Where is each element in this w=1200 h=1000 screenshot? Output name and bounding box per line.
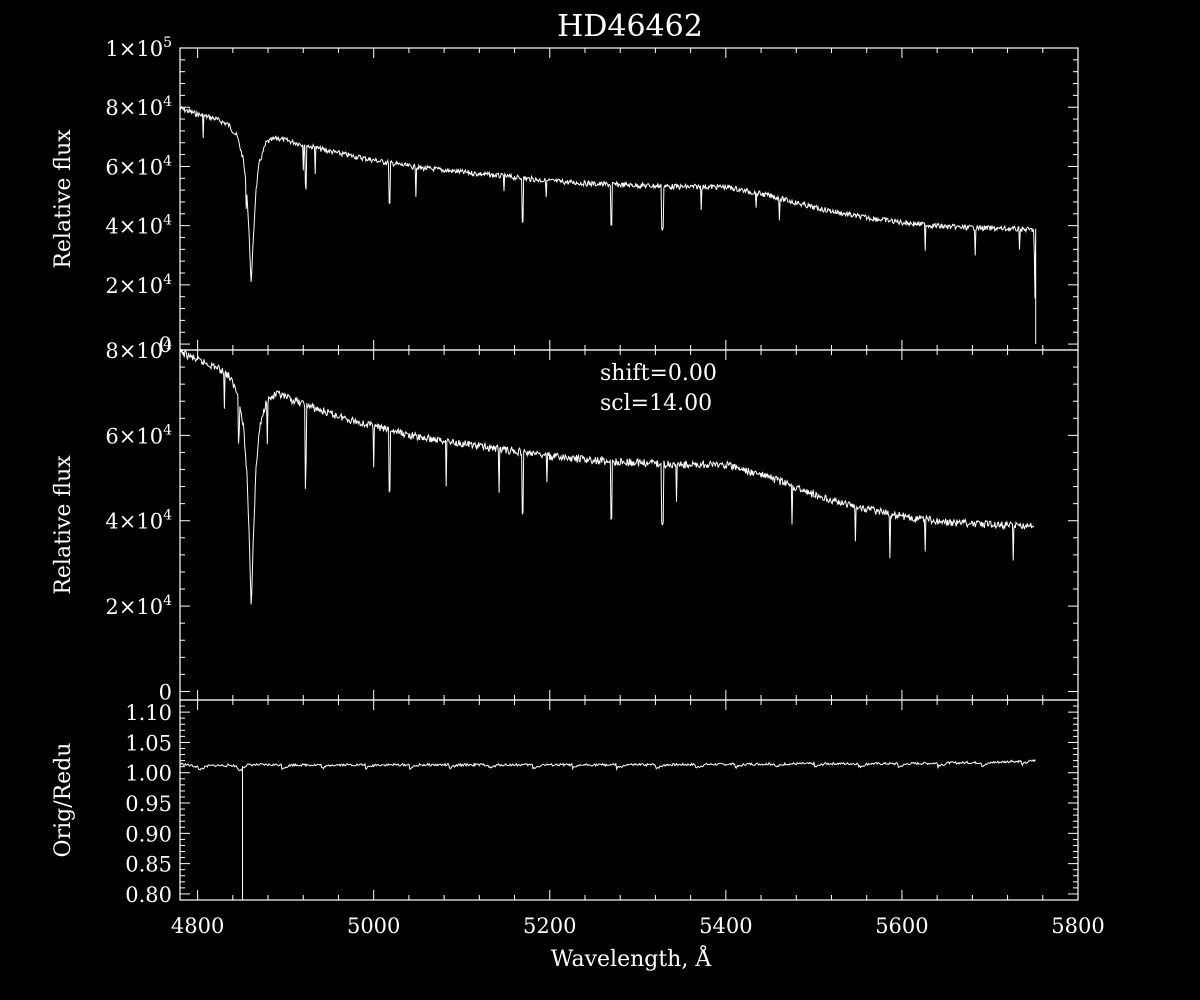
x-tick-label: 5800 [1051,914,1104,938]
y-tick-exponent: 4 [163,213,172,229]
x-tick-label: 5600 [875,914,928,938]
y-tick-label: 0.90 [125,822,172,846]
y-tick-label: 2×104 [105,593,172,619]
x-axis-label: Wavelength, Å [551,944,713,972]
y-tick-label: 0 [159,680,172,704]
annotation-text: scl=14.00 [600,391,712,416]
y-tick-exponent: 4 [163,337,172,353]
chart-title: HD46462 [557,9,703,44]
y-tick-label: 0.85 [125,853,172,877]
panel-bottom: 0.80 0.85 0.90 0.95 1.00 1.05 1.10 4800 5000 5200… [51,699,1105,972]
spectrum-series [179,105,1037,345]
y-tick-exponent: 4 [163,422,172,438]
y-tick-label: 6×104 [105,422,172,448]
y-tick-label: 1.05 [125,731,172,755]
y-tick-label: 1×105 [105,35,172,61]
y-tick-exponent: 4 [163,593,172,609]
y-tick-exponent: 5 [163,35,172,51]
y-tick-exponent: 4 [163,508,172,524]
y-axis-label: Relative flux [51,129,76,269]
y-tick-label: 1.10 [125,701,172,725]
y-tick-label: 4×104 [105,213,172,239]
y-tick-exponent: 4 [163,94,172,110]
y-tick-exponent: 4 [163,153,172,169]
panel-middle: 0 2×104 4×104 6×104 8×104 Relative flux shift=… [51,337,1079,704]
y-tick-label: 4×104 [105,508,172,534]
spectrum-series [179,347,1035,605]
x-tick-label: 5400 [699,914,752,938]
panel-top: 0 2×104 4×104 6×104 8×104 1×105 Relative flux [51,35,1079,357]
x-tick-label: 4800 [171,914,224,938]
x-tick-label: 5200 [523,914,576,938]
y-tick-label: 0.80 [125,883,172,907]
y-tick-label: 0 [159,333,172,357]
y-axis-label: Orig/Redu [51,743,76,858]
y-tick-label: 8×104 [105,94,172,120]
y-axis-label: Relative flux [51,455,76,595]
spectrum-series [179,759,1036,900]
y-tick-label: 6×104 [105,153,172,179]
y-tick-exponent: 4 [163,272,172,288]
panel-frame [179,699,1079,901]
x-tick-label: 5000 [347,914,400,938]
y-tick-label: 1.00 [125,762,172,786]
panel-frame [179,47,1079,351]
annotation-text: shift=0.00 [600,361,717,386]
y-tick-label: 2×104 [105,272,172,298]
y-tick-label: 8×104 [105,337,172,363]
y-tick-label: 0.95 [125,792,172,816]
